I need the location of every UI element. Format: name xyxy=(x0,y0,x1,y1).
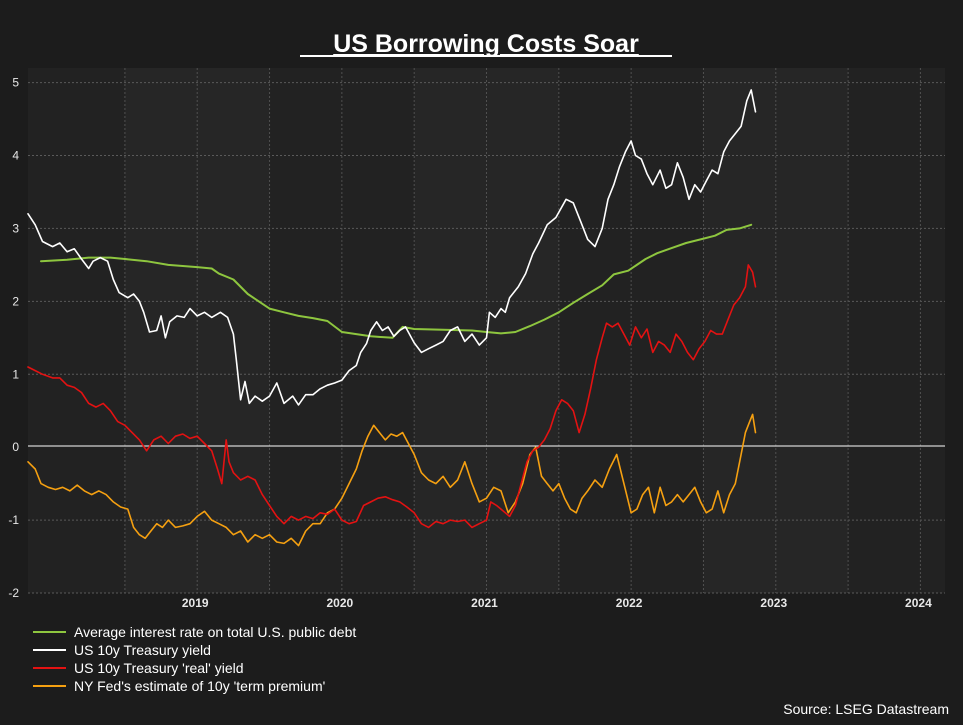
y-tick-label: 0 xyxy=(12,440,19,454)
x-year-label: 2021 xyxy=(471,596,498,610)
x-year-label: 2022 xyxy=(616,596,643,610)
year-band xyxy=(558,68,704,593)
y-tick-label: 5 xyxy=(12,76,19,90)
y-tick-label: -1 xyxy=(8,513,19,527)
grid-layer xyxy=(28,68,945,594)
legend: Average interest rate on total U.S. publ… xyxy=(33,624,356,694)
legend-label: NY Fed's estimate of 10y 'term premium' xyxy=(74,678,325,694)
series-line xyxy=(27,89,757,406)
source-note: Source: LSEG Datastream xyxy=(783,701,949,717)
year-band xyxy=(124,68,270,593)
year-band xyxy=(703,68,849,593)
x-year-label: 2019 xyxy=(182,596,209,610)
y-tick-label: 4 xyxy=(12,149,19,163)
legend-label: US 10y Treasury yield xyxy=(74,642,211,658)
chart-title: US Borrowing Costs Soar xyxy=(333,30,639,58)
series-line xyxy=(27,264,757,529)
year-band xyxy=(848,68,945,593)
x-year-label: 2023 xyxy=(760,596,787,610)
y-tick-label: -2 xyxy=(8,586,19,600)
x-year-label: 2024 xyxy=(905,596,932,610)
y-tick-label: 2 xyxy=(12,294,19,308)
y-tick-label: 1 xyxy=(12,367,19,381)
y-axis-ticks: -2 -1 0 1 2 3 4 5 xyxy=(8,76,19,600)
y-tick-label: 3 xyxy=(12,221,19,235)
year-bands xyxy=(124,68,945,593)
legend-label: US 10y Treasury 'real' yield xyxy=(74,660,244,676)
x-axis-year-labels: 2019 2020 2021 2022 2023 2024 xyxy=(182,596,932,610)
legend-label: Average interest rate on total U.S. publ… xyxy=(74,624,356,640)
series-line xyxy=(27,413,757,547)
x-year-label: 2020 xyxy=(327,596,354,610)
series-layer xyxy=(27,89,757,547)
series-line xyxy=(40,223,753,339)
year-band xyxy=(269,68,415,593)
